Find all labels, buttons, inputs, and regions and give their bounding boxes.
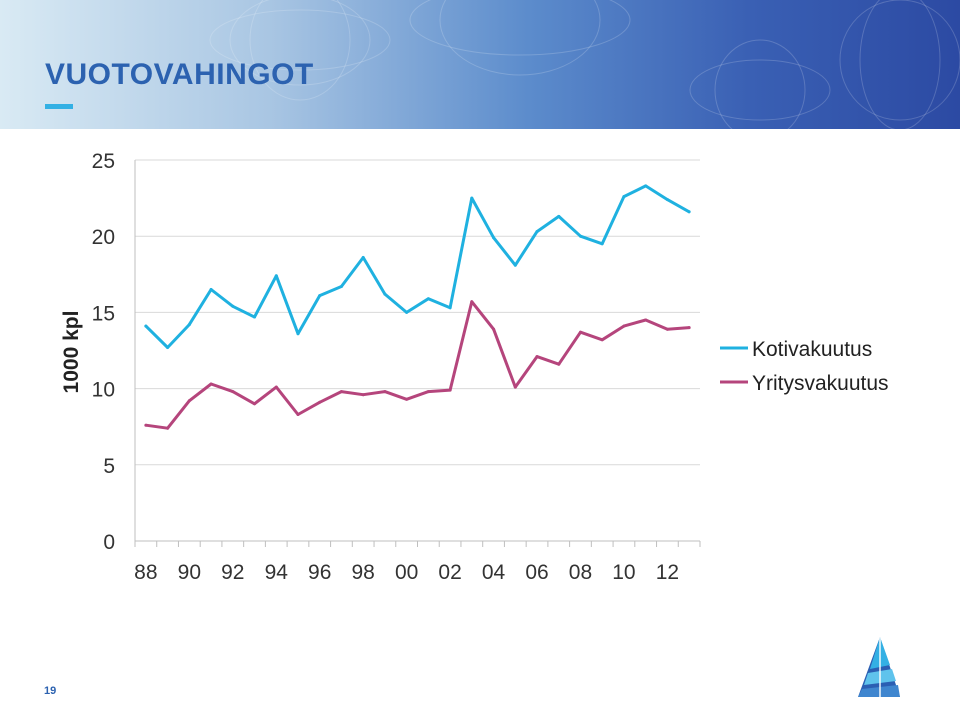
y-axis-label: 1000 kpl: [60, 311, 83, 394]
y-tick-label: 25: [92, 150, 115, 173]
data-point-kotivakuutus: [296, 332, 300, 336]
x-tick-label: 92: [221, 561, 244, 584]
data-point-kotivakuutus: [187, 323, 191, 327]
y-axis-ticks: 0 5 10 15 20 25: [92, 150, 115, 554]
legend-label-yritysvakuutus: Yritysvakuutus: [752, 372, 889, 395]
data-point-yritysvakuutus: [579, 330, 582, 334]
data-point-kotivakuutus: [426, 297, 430, 301]
legend: Kotivakuutus Yritysvakuutus: [720, 338, 889, 395]
data-point-kotivakuutus: [579, 234, 582, 238]
data-point-yritysvakuutus: [166, 426, 170, 430]
data-point-yritysvakuutus: [253, 402, 256, 406]
x-tick-label: 04: [482, 561, 506, 584]
y-tick-label: 5: [103, 455, 115, 478]
data-point-kotivakuutus: [339, 285, 343, 288]
y-tick-label: 10: [92, 379, 115, 402]
page-number: 19: [44, 685, 57, 697]
data-point-yritysvakuutus: [318, 400, 322, 404]
data-point-yritysvakuutus: [622, 324, 626, 328]
data-point-yritysvakuutus: [492, 327, 496, 331]
y-tick-label: 15: [92, 302, 115, 325]
data-point-yritysvakuutus: [535, 355, 539, 359]
x-tick-label: 06: [525, 561, 548, 584]
data-point-yritysvakuutus: [426, 390, 430, 394]
x-axis-ticks: 88 90 92 94 96 98 00 02 04 06 08 10 12: [134, 561, 679, 584]
data-point-yritysvakuutus: [644, 318, 648, 322]
data-point-kotivakuutus: [144, 324, 148, 328]
data-point-yritysvakuutus: [687, 326, 691, 330]
x-tick-label: 02: [438, 561, 461, 584]
x-tick-label: 12: [656, 561, 679, 584]
data-point-kotivakuutus: [492, 236, 496, 240]
header-banner: VUOTOVAHINGOT: [0, 0, 960, 129]
x-tick-label: 08: [569, 561, 592, 584]
data-point-kotivakuutus: [448, 306, 452, 310]
data-point-kotivakuutus: [535, 230, 539, 234]
y-tick-label: 0: [103, 531, 115, 554]
data-point-kotivakuutus: [383, 292, 387, 296]
data-point-yritysvakuutus: [383, 390, 387, 394]
series-line-yritysvakuutus: [144, 300, 691, 430]
data-point-yritysvakuutus: [231, 390, 235, 394]
title-underline: [45, 104, 73, 109]
data-point-kotivakuutus: [687, 210, 691, 214]
data-point-yritysvakuutus: [144, 423, 148, 427]
x-tick-label: 98: [351, 561, 374, 584]
data-point-kotivakuutus: [644, 184, 648, 188]
data-point-kotivakuutus: [209, 288, 213, 291]
data-point-yritysvakuutus: [557, 362, 561, 366]
gridlines: [135, 159, 700, 466]
y-tick-label: 20: [92, 226, 115, 249]
data-point-kotivakuutus: [274, 274, 278, 278]
data-point-kotivakuutus: [231, 304, 235, 308]
data-point-yritysvakuutus: [361, 393, 365, 397]
data-point-yritysvakuutus: [187, 399, 191, 403]
data-point-yritysvakuutus: [339, 390, 343, 394]
x-axis: [134, 160, 701, 547]
series-lines: [144, 184, 691, 430]
data-point-kotivakuutus: [361, 256, 365, 259]
x-tick-label: 96: [308, 561, 331, 584]
data-point-kotivakuutus: [166, 346, 170, 349]
data-point-yritysvakuutus: [405, 397, 409, 401]
series-line-kotivakuutus: [144, 184, 691, 349]
data-point-yritysvakuutus: [665, 327, 669, 331]
x-tick-label: 94: [265, 561, 289, 584]
x-tick-label: 90: [178, 561, 201, 584]
decorative-pattern: [209, 0, 960, 129]
page-title: VUOTOVAHINGOT: [45, 58, 314, 91]
company-logo: [858, 637, 900, 697]
data-point-kotivakuutus: [405, 310, 409, 314]
data-point-yritysvakuutus: [600, 338, 604, 342]
data-point-kotivakuutus: [622, 195, 626, 199]
data-point-kotivakuutus: [600, 242, 604, 246]
data-point-kotivakuutus: [470, 196, 474, 200]
x-tick-label: 10: [612, 561, 635, 584]
data-point-yritysvakuutus: [513, 385, 517, 389]
x-tick-label: 00: [395, 561, 418, 584]
data-point-kotivakuutus: [318, 294, 322, 298]
data-point-yritysvakuutus: [274, 385, 278, 389]
legend-label-kotivakuutus: Kotivakuutus: [752, 338, 872, 361]
data-point-kotivakuutus: [665, 198, 669, 202]
data-point-kotivakuutus: [513, 263, 517, 267]
data-point-yritysvakuutus: [209, 382, 213, 386]
data-point-yritysvakuutus: [296, 413, 300, 416]
x-tick-label: 88: [134, 561, 157, 584]
data-point-kotivakuutus: [557, 214, 561, 218]
data-point-yritysvakuutus: [448, 388, 452, 392]
data-point-yritysvakuutus: [470, 300, 474, 304]
data-point-kotivakuutus: [253, 315, 256, 319]
